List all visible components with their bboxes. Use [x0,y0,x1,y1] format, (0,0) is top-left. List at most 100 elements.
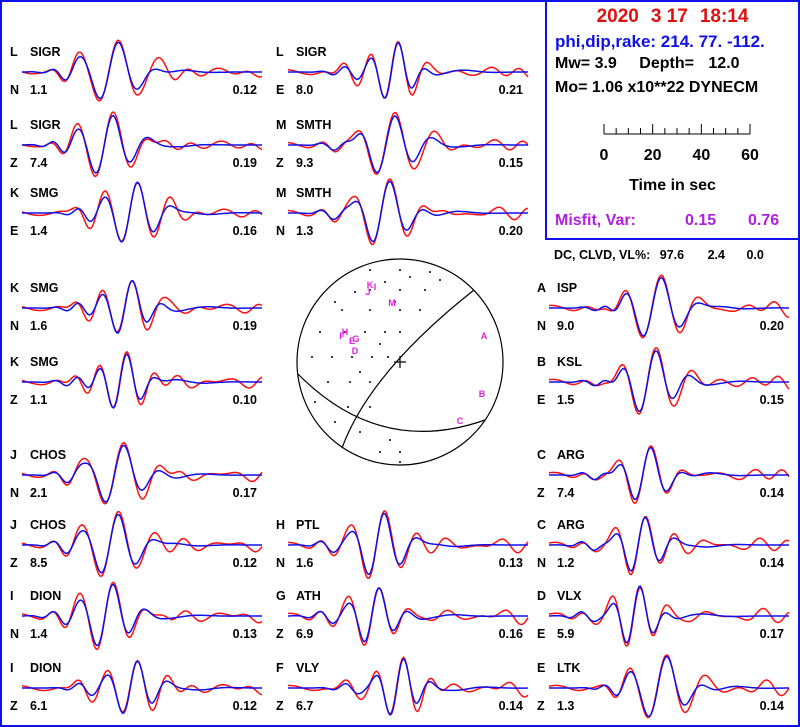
grid-dot [354,291,356,293]
station-letter: I [10,661,13,675]
station-left-value: 1.4 [30,224,47,238]
focal-mechanism-beachball: A B C DH IJK M EF G [296,258,504,466]
synthetic-waveform [288,512,528,576]
station-name: SIGR [30,45,61,59]
station-left-value: 1.2 [557,556,574,570]
scale-tick-label: 40 [692,147,710,164]
scale-tick-label: 0 [600,147,609,164]
beachball-center-cross [394,356,406,368]
station-component: N [10,486,19,500]
station-trace-vlx-e: D VLX E 5.9 0.17 [537,585,790,648]
station-letter: J [10,518,17,532]
station-name: CHOS [30,518,66,532]
grid-dot [399,451,401,453]
station-name: SMTH [296,186,331,200]
station-name: SMG [30,186,58,200]
station-left-value: 7.4 [557,486,574,500]
station-name: VLY [296,661,320,675]
beachball-station-e: E [349,336,355,346]
station-letter: H [276,518,285,532]
station-letter: K [10,355,19,369]
station-letter: L [10,118,18,132]
station-right-value: 0.14 [760,486,784,500]
grid-dot [424,289,426,291]
grid-dot [311,356,313,358]
station-letter: J [10,448,17,462]
station-right-value: 0.21 [499,83,523,97]
station-name: KSL [557,355,582,369]
station-trace-chos-z: J CHOS Z 8.5 0.12 [10,510,263,578]
station-letter: K [10,186,19,200]
station-trace-sigr-n: L SIGR N 1.1 0.12 [10,39,263,102]
station-component: N [276,556,285,570]
scale-tick-label: 20 [644,147,662,164]
beachball-station-m: M [388,298,396,308]
station-right-value: 0.14 [760,699,784,713]
grid-dot [331,356,333,358]
station-letter: M [276,118,286,132]
station-component: N [537,556,546,570]
station-left-value: 8.0 [296,83,313,97]
mw-value: 3.9 [594,55,617,72]
station-letter: A [537,281,546,295]
grid-dot [344,331,346,333]
magnitude-depth: Mw= 3.9 Depth= 12.0 [555,55,800,73]
station-name: LTK [557,661,580,675]
station-left-value: 1.3 [557,699,574,713]
station-right-value: 0.10 [233,393,257,407]
station-trace-ptl-n: H PTL N 1.6 0.13 [276,510,529,580]
station-letter: C [537,518,546,532]
strike-dip-rake: phi,dip,rake: 214. 77. -112. [555,32,765,51]
nodal-plane-1 [341,289,475,449]
clvd-value: 2.4 [707,248,725,262]
grid-dot [429,271,431,273]
station-left-value: 6.1 [30,699,47,713]
observed-waveform [21,510,263,578]
station-letter: B [537,355,546,369]
station-left-value: 2.1 [30,486,47,500]
station-name: SMG [30,281,58,295]
grid-dot [319,331,321,333]
station-component: E [537,393,545,407]
station-right-value: 0.16 [233,224,257,238]
station-left-value: 9.0 [557,319,574,333]
grid-dot [369,289,371,291]
beachball-grid-dots [311,269,441,463]
synthetic-waveform [288,42,528,99]
station-name: SMG [30,355,58,369]
station-letter: L [10,45,18,59]
station-right-value: 0.13 [233,627,257,641]
synthetic-waveform [549,585,789,644]
misfit-variance: Misfit, Var: 0.15 0.76 [555,212,800,230]
station-component: Z [537,486,545,500]
station-component: N [10,319,19,333]
synthetic-waveform [22,353,262,409]
station-letter: G [276,589,286,603]
station-component: Z [10,556,18,570]
station-trace-chos-n: J CHOS N 2.1 0.17 [10,441,263,505]
station-right-value: 0.12 [233,83,257,97]
grid-dot [334,301,336,303]
station-left-value: 6.9 [296,627,313,641]
grid-dot [389,439,391,441]
beachball-station-b: B [479,389,486,399]
event-year: 2020 [596,6,639,27]
station-trace-arg-n: C ARG N 1.2 0.14 [537,515,790,576]
beachball-station-c: C [457,416,464,426]
observed-waveform [548,586,790,648]
time-scale-label: Time in sec [629,177,716,194]
grid-dot [359,431,361,433]
station-left-value: 5.9 [557,627,574,641]
station-component: E [276,83,284,97]
station-component: N [10,83,19,97]
station-component: Z [10,393,18,407]
station-component: Z [537,699,545,713]
beachball-station-f: F [339,331,345,341]
grid-dot [359,371,361,373]
station-trace-dion-z: I DION Z 6.1 0.12 [10,659,263,715]
station-name: ISP [557,281,577,295]
observed-waveform [21,39,263,102]
grid-dot [369,269,371,271]
